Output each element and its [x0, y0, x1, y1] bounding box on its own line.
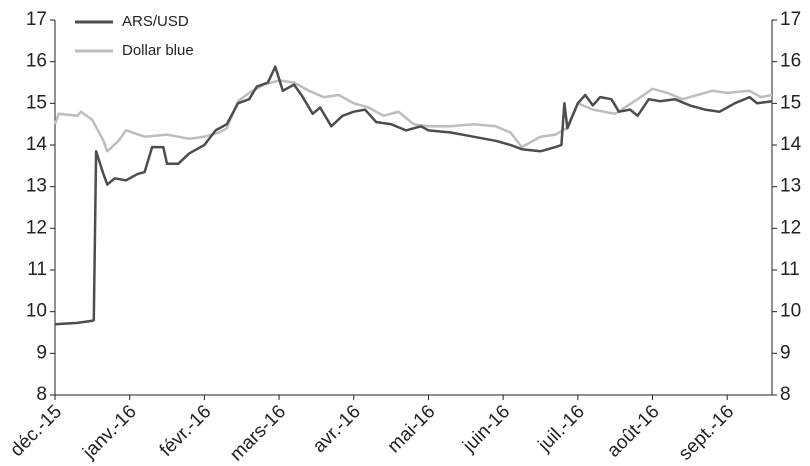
x-tick-label: mai-16: [384, 401, 440, 457]
y2-tick-label: 8: [780, 384, 791, 405]
legend-label: Dollar blue: [122, 42, 194, 59]
y-tick-label: 11: [27, 259, 47, 280]
y2-tick-label: 17: [780, 9, 801, 30]
y-tick-label: 8: [36, 384, 47, 405]
x-tick-label: janv.-16: [78, 401, 140, 463]
y-tick-label: 10: [26, 301, 47, 322]
y-tick-label: 12: [26, 217, 47, 238]
x-tick-label: août-16: [603, 401, 663, 461]
legend-label: ARS/USD: [122, 13, 189, 30]
y2-tick-label: 16: [780, 51, 801, 72]
series-line: [53, 79, 773, 153]
x-tick-label: avr.-16: [309, 401, 365, 457]
y-tick-label: 13: [26, 176, 47, 197]
y-tick-label: 17: [26, 9, 47, 30]
series-line: [54, 65, 773, 326]
x-tick-label: mars-16: [226, 401, 290, 465]
y-tick-label: 14: [26, 134, 48, 155]
y-tick-label: 15: [26, 92, 47, 113]
x-tick-label: sept.-16: [675, 401, 738, 464]
x-tick-label: juin-16: [458, 401, 514, 457]
y2-tick-label: 15: [780, 92, 801, 113]
y2-tick-label: 11: [780, 259, 800, 280]
y2-tick-label: 12: [780, 217, 801, 238]
y-tick-label: 16: [26, 51, 47, 72]
x-tick-label: févr.-16: [156, 401, 216, 461]
x-tick-label: déc.-15: [6, 401, 66, 461]
y2-tick-label: 9: [780, 342, 791, 363]
y2-tick-label: 10: [780, 301, 801, 322]
y2-tick-label: 14: [780, 134, 802, 155]
x-tick-label: juil.-16: [534, 401, 589, 456]
y2-tick-label: 13: [780, 176, 801, 197]
y-tick-label: 9: [36, 342, 47, 363]
